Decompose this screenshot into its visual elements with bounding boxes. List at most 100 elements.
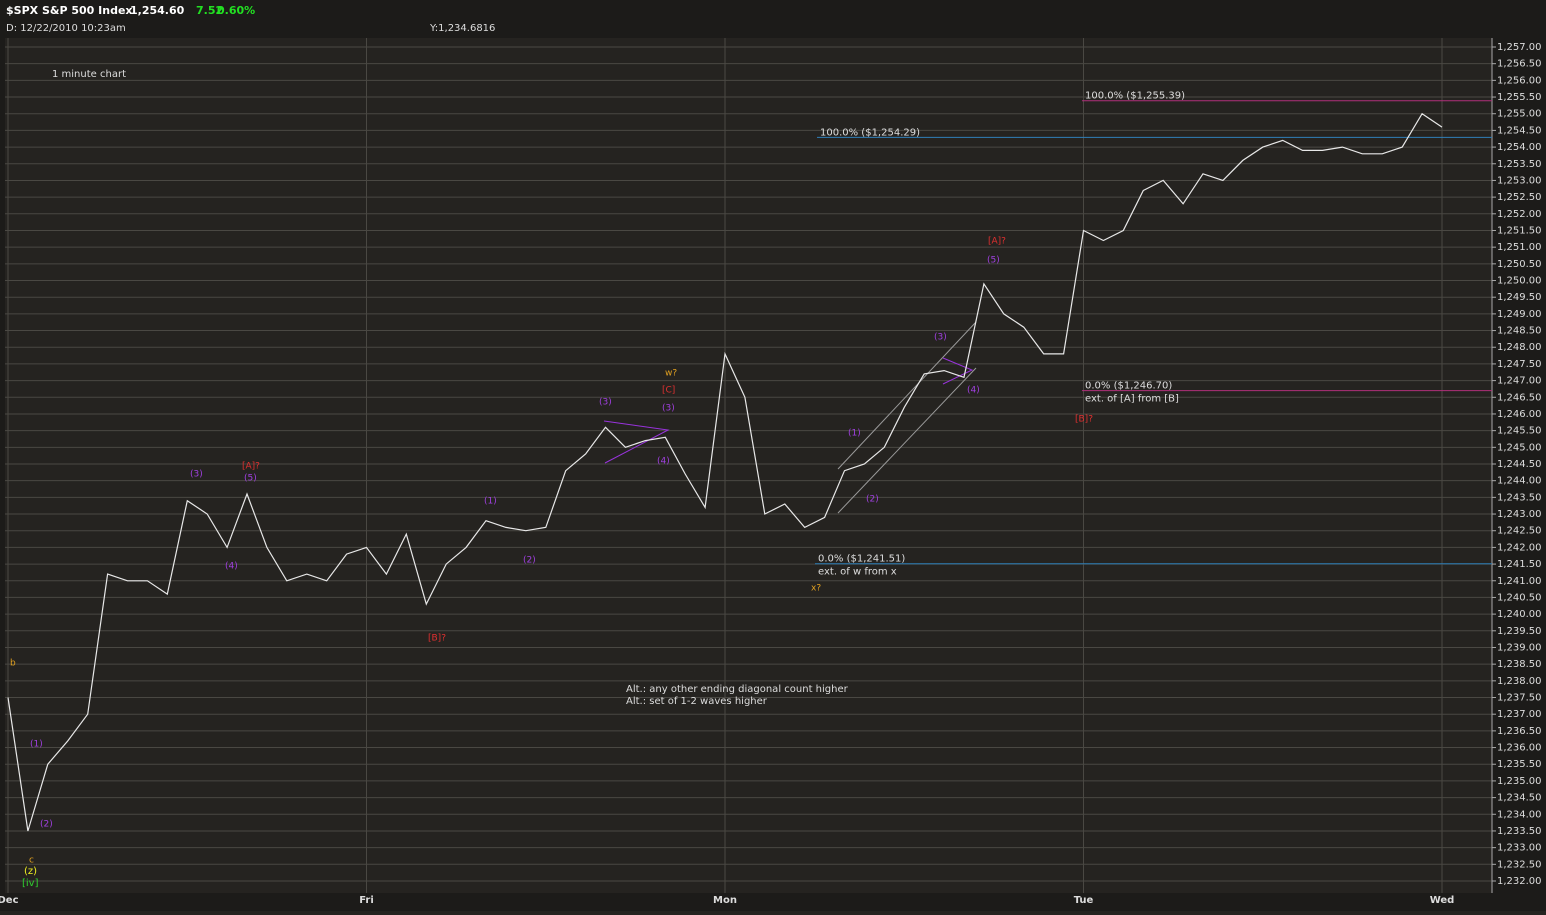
y-tick-label: 1,244.50 [1497, 459, 1542, 470]
y-tick-label: 1,241.50 [1497, 559, 1542, 570]
wave-label: (1) [848, 429, 861, 439]
y-tick-label: 1,238.50 [1497, 659, 1542, 670]
y-tick-label: 1,243.00 [1497, 509, 1542, 520]
wave-label: (2) [40, 820, 53, 830]
y-tick-label: 1,248.50 [1497, 326, 1542, 337]
y-tick-label: 1,255.50 [1497, 92, 1542, 103]
y-tick-label: 1,247.00 [1497, 376, 1542, 387]
y-tick-label: 1,247.50 [1497, 359, 1542, 370]
wave-label: (3) [599, 398, 612, 408]
note: Alt.: any other ending diagonal count hi… [626, 684, 849, 695]
wave-label: w? [665, 369, 677, 379]
level-label: 100.0% ($1,254.29) [820, 127, 920, 138]
y-tick-label: 1,237.50 [1497, 693, 1542, 704]
y-tick-label: 1,256.00 [1497, 75, 1542, 86]
price-line [7, 112, 1443, 832]
level-label: 0.0% ($1,246.70) [1085, 381, 1172, 392]
y-tick-label: 1,242.50 [1497, 526, 1542, 537]
wave-label: [B]? [1075, 415, 1093, 425]
subtitle: 1 minute chart [52, 69, 126, 80]
y-tick-label: 1,249.00 [1497, 309, 1542, 320]
level-label: 100.0% ($1,255.39) [1085, 91, 1185, 102]
wave-label: (1) [30, 740, 43, 750]
x-tick-label: Mon [713, 895, 737, 906]
y-tick-label: 1,252.00 [1497, 209, 1542, 220]
wave-label: (3) [190, 470, 203, 480]
plot-area [5, 38, 1492, 893]
wave-label: [B]? [428, 634, 446, 644]
wave-label: (4) [657, 457, 670, 467]
y-tick-label: 1,245.50 [1497, 426, 1542, 437]
y-tick-label: 1,254.00 [1497, 142, 1542, 153]
y-tick-label: 1,234.00 [1497, 809, 1542, 820]
wave-label: (4) [225, 562, 238, 572]
x-tick-label: Wed [1430, 895, 1455, 906]
y-tick-label: 1,232.00 [1497, 876, 1542, 887]
level-label: 0.0% ($1,241.51) [818, 554, 905, 565]
level-note: ext. of w from x [818, 567, 897, 578]
y-tick-label: 1,233.00 [1497, 843, 1542, 854]
wave-label: (2) [866, 495, 879, 505]
channel-line [837, 367, 977, 514]
y-tick-label: 1,251.00 [1497, 242, 1542, 253]
y-tick-label: 1,242.00 [1497, 542, 1542, 553]
y-tick-label: 1,235.50 [1497, 759, 1542, 770]
level-note: ext. of [A] from [B] [1085, 394, 1179, 405]
wave-label: b [10, 659, 16, 669]
y-tick-label: 1,234.50 [1497, 793, 1542, 804]
wave-label: [C] [662, 386, 675, 396]
y-tick-label: 1,248.00 [1497, 342, 1542, 353]
y-tick-label: 1,253.50 [1497, 159, 1542, 170]
wave-label: (3) [662, 404, 675, 414]
y-tick-label: 1,241.00 [1497, 576, 1542, 587]
y-tick-label: 1,249.50 [1497, 292, 1542, 303]
wave-label: c [29, 856, 34, 866]
wave-label: (2) [523, 556, 536, 566]
y-tick-label: 1,246.00 [1497, 409, 1542, 420]
y-tick-label: 1,246.50 [1497, 392, 1542, 403]
y-tick-label: 1,254.50 [1497, 125, 1542, 136]
y-tick-label: 1,251.50 [1497, 225, 1542, 236]
wave-label: (5) [987, 256, 1000, 266]
x-tick-label: Tue [1074, 895, 1094, 906]
change-pct: 0.60% [217, 4, 255, 17]
y-tick-label: 1,245.00 [1497, 442, 1542, 453]
symbol: $SPX S&P 500 Index [6, 4, 133, 17]
triangle [603, 420, 670, 464]
note: Alt.: set of 1-2 waves higher [626, 696, 768, 707]
y-tick-label: 1,237.00 [1497, 709, 1542, 720]
y-tick-label: 1,243.50 [1497, 492, 1542, 503]
y-tick-label: 1,250.00 [1497, 276, 1542, 287]
wave-label: (1) [484, 497, 497, 507]
wave-labels: b (1) (2) c (z) [iv] (3) (4) [A]? (5) (1… [10, 237, 1093, 890]
y-tick-label: 1,238.00 [1497, 676, 1542, 687]
y-tick-label: 1,252.50 [1497, 192, 1542, 203]
wave-label: (3) [934, 333, 947, 343]
y-tick-label: 1,240.50 [1497, 592, 1542, 603]
channel-line [837, 321, 977, 470]
triangle [942, 357, 974, 385]
y-tick-label: 1,244.00 [1497, 476, 1542, 487]
x-tick-label: Dec [0, 895, 19, 906]
wave-label: [A]? [242, 462, 260, 472]
y-tick-label: 1,253.00 [1497, 175, 1542, 186]
y-tick-label: 1,256.50 [1497, 59, 1542, 70]
last-price: 1,254.60 [130, 4, 185, 17]
wave-label: [A]? [988, 237, 1006, 247]
date: D: 12/22/2010 10:23am [6, 23, 126, 34]
cursor-value: Y:1,234.6816 [429, 23, 495, 34]
wave-label: (z) [24, 866, 37, 877]
y-tick-label: 1,239.50 [1497, 626, 1542, 637]
y-tick-label: 1,240.00 [1497, 609, 1542, 620]
x-tick-label: Fri [359, 895, 374, 906]
y-tick-label: 1,255.00 [1497, 109, 1542, 120]
y-tick-label: 1,232.50 [1497, 859, 1542, 870]
y-tick-label: 1,235.00 [1497, 776, 1542, 787]
wave-label: (5) [244, 474, 257, 484]
y-tick-label: 1,239.00 [1497, 642, 1542, 653]
y-tick-label: 1,236.00 [1497, 743, 1542, 754]
y-tick-label: 1,250.50 [1497, 259, 1542, 270]
y-tick-label: 1,236.50 [1497, 726, 1542, 737]
wave-label: [iv] [22, 878, 39, 889]
